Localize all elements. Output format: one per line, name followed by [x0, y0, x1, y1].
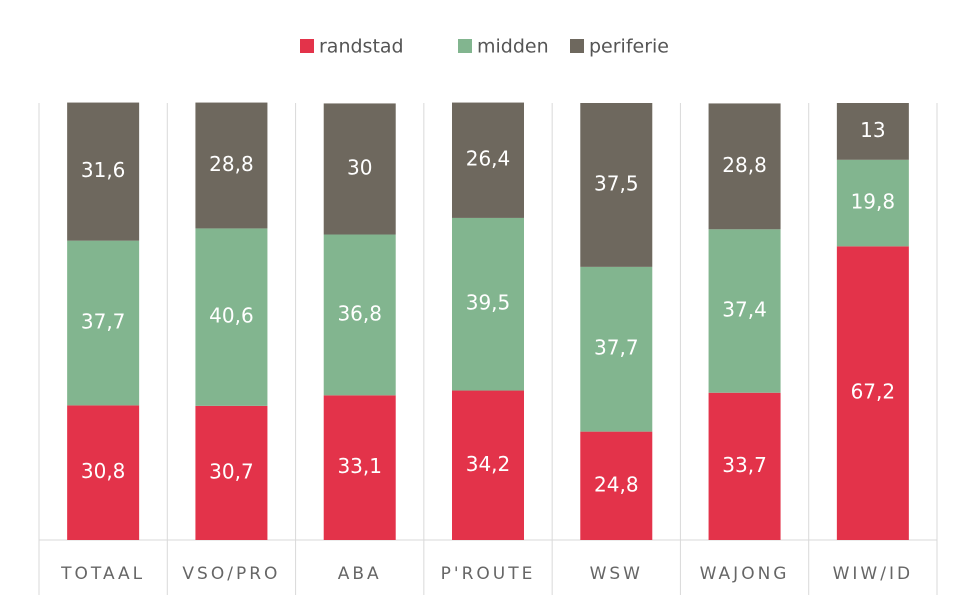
bar-segment — [580, 266, 653, 432]
data-label: 30,8 — [81, 459, 126, 483]
bar-segment — [836, 159, 909, 247]
data-label: 39,5 — [466, 291, 511, 315]
bar-segment — [452, 390, 524, 540]
x-tick-label: P'ROUTE — [441, 564, 536, 584]
x-tick-label: VSO/PRO — [182, 564, 280, 584]
x-tick-label: WAJONG — [700, 564, 790, 584]
bar-segment — [323, 103, 396, 235]
data-label: 26,4 — [466, 147, 511, 171]
legend-label: randstad — [319, 36, 404, 58]
data-label: 37,4 — [722, 298, 767, 322]
data-label: 33,1 — [337, 454, 382, 478]
bar-segment — [708, 229, 781, 393]
legend-swatch — [458, 39, 472, 53]
bar-segment — [323, 395, 396, 540]
x-tick-label: TOTAAL — [60, 564, 145, 584]
data-label: 31,6 — [81, 158, 126, 182]
data-label: 34,2 — [466, 452, 511, 476]
bar-segment — [323, 234, 396, 396]
bar-segment — [195, 405, 268, 540]
bar-segment — [67, 240, 140, 406]
bar-segment — [452, 217, 524, 391]
bar-segment — [67, 405, 140, 540]
data-label: 19,8 — [851, 190, 896, 214]
bar-segment — [67, 102, 140, 241]
x-tick-label: ABA — [338, 564, 382, 584]
legend-swatch — [300, 39, 314, 53]
data-label: 30,7 — [209, 459, 254, 483]
legend-label: midden — [477, 36, 549, 58]
bar-segment — [580, 103, 653, 267]
legend-label: periferie — [589, 36, 669, 58]
data-label: 24,8 — [594, 472, 639, 496]
data-label: 28,8 — [209, 152, 254, 176]
data-label: 37,7 — [81, 310, 126, 334]
legend-swatch — [570, 39, 584, 53]
data-label: 28,8 — [722, 153, 767, 177]
data-label: 37,7 — [594, 336, 639, 360]
data-label: 40,6 — [209, 304, 254, 328]
bar-segment — [195, 228, 268, 406]
data-label: 33,7 — [722, 453, 767, 477]
bar-segment — [708, 392, 781, 540]
data-label: 37,5 — [594, 171, 639, 195]
bar-segment — [836, 246, 909, 540]
x-tick-label: WIW/ID — [833, 564, 913, 584]
bar-segment — [452, 102, 524, 218]
x-tick-label: WSW — [590, 564, 643, 584]
bar-segment — [708, 103, 781, 230]
data-label: 36,8 — [337, 301, 382, 325]
bar-segment — [580, 431, 653, 540]
data-label: 67,2 — [851, 380, 896, 404]
data-label: 13 — [860, 118, 885, 142]
bar-segment — [195, 102, 268, 229]
bar-segment — [836, 103, 909, 160]
data-label: 30 — [347, 155, 372, 179]
